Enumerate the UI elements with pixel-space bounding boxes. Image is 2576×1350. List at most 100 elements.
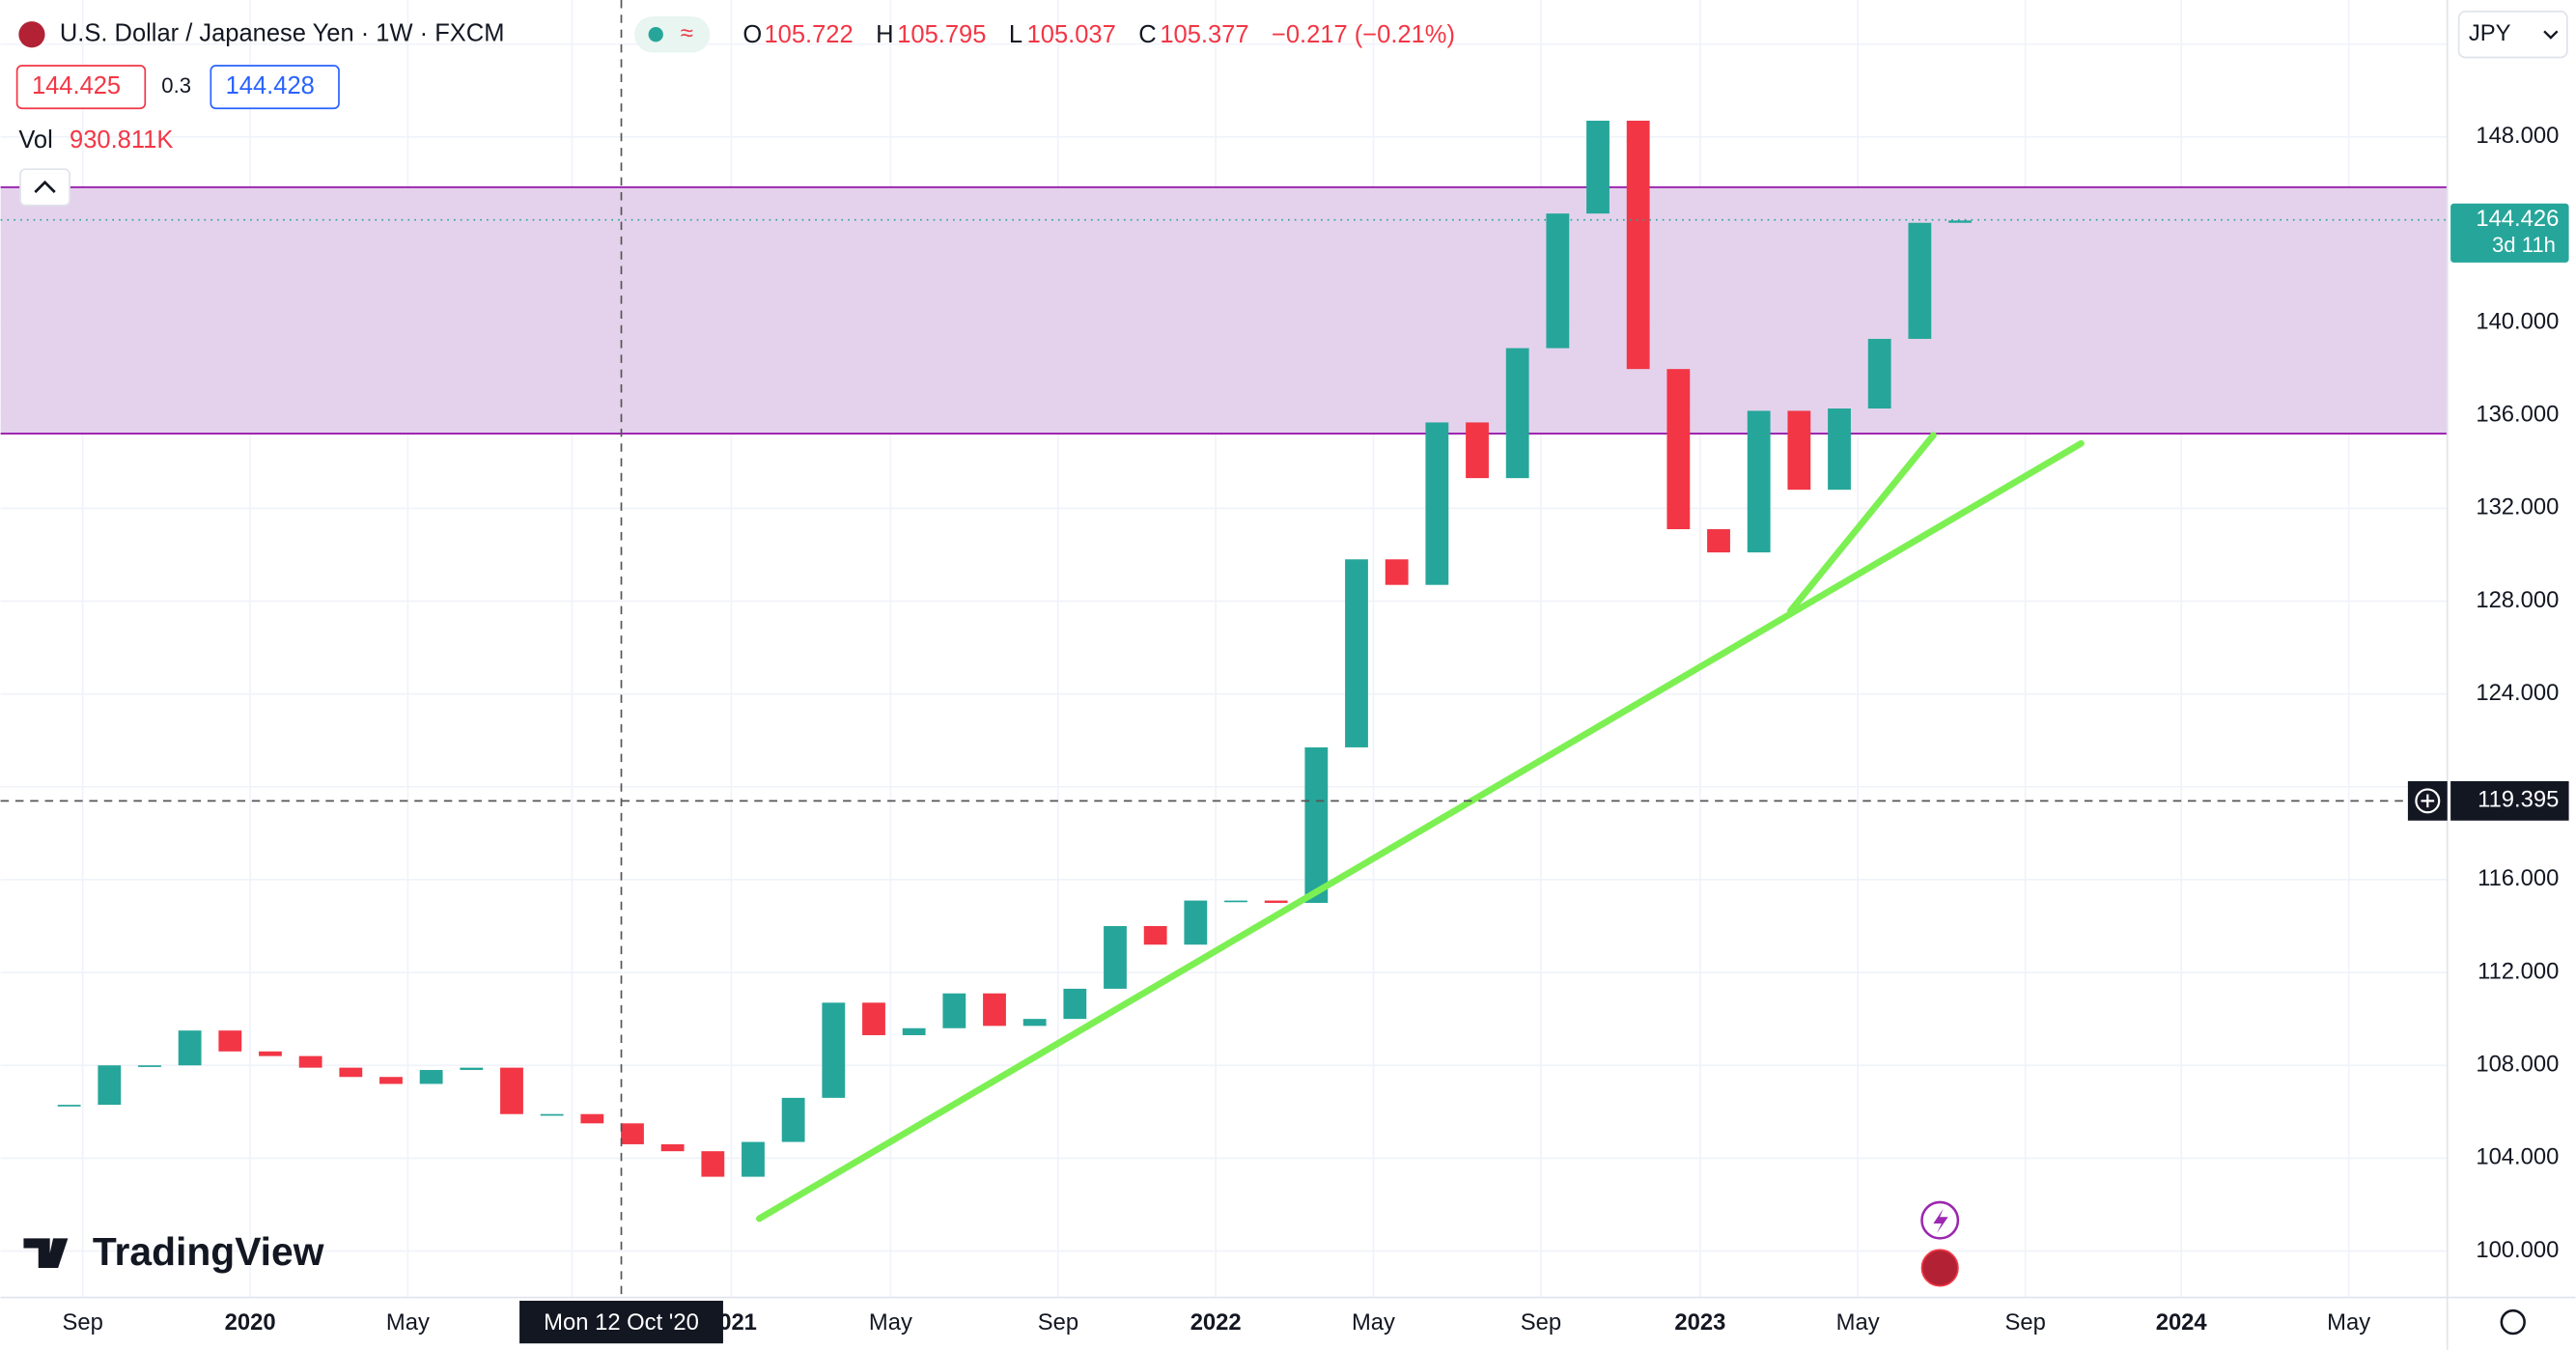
time-label: 2022 [1190, 1309, 1242, 1336]
price-label: 116.000 [2478, 865, 2559, 891]
volume-value: 930.811K [70, 127, 173, 154]
candle [419, 1070, 443, 1084]
currency-select[interactable] [2457, 11, 2568, 59]
ohlc-label: L [1009, 21, 1022, 48]
buy-button[interactable] [210, 65, 340, 110]
price-label: 104.000 [2476, 1144, 2559, 1170]
candle [379, 1077, 403, 1084]
chevron-icon [34, 180, 56, 193]
time-label: Sep [2004, 1309, 2045, 1336]
time-label: May [869, 1309, 912, 1336]
bid-price[interactable]: 144.425 [32, 72, 121, 99]
time-label: Sep [1038, 1309, 1078, 1336]
candle [1063, 988, 1087, 1020]
change: −0.217 (−0.21%) [1272, 21, 1455, 48]
candle [1184, 900, 1208, 945]
countdown: 3d 11h [2492, 233, 2556, 257]
candles [57, 120, 1972, 1177]
economic-events-icon[interactable] [1920, 1249, 1959, 1287]
candle [902, 1027, 926, 1035]
candle [218, 1030, 242, 1052]
candle [259, 1051, 282, 1056]
candle [660, 1143, 685, 1152]
candle [1385, 559, 1409, 585]
candle [621, 1123, 644, 1144]
candle [1586, 120, 1610, 214]
candle [742, 1141, 765, 1177]
candle [298, 1055, 322, 1068]
time-label: May [1352, 1309, 1395, 1336]
price-label: 148.000 [2476, 123, 2559, 149]
candle [1425, 422, 1449, 585]
bolt-icon [1933, 1208, 1948, 1234]
candle [1466, 422, 1489, 479]
candle [701, 1151, 725, 1177]
candle [1505, 348, 1529, 479]
dropdown-icon [2543, 30, 2559, 40]
sell-button[interactable] [15, 65, 147, 110]
candle [1224, 900, 1247, 903]
settings-icon[interactable] [2500, 1308, 2526, 1336]
time-label: May [386, 1309, 430, 1336]
logo-text: TradingView [93, 1229, 324, 1274]
collapse-button[interactable] [19, 168, 70, 207]
ohlc-label: H [876, 21, 893, 48]
crosshair-price-box [2450, 780, 2569, 821]
price-label: 124.000 [2476, 680, 2559, 706]
candle [1304, 746, 1329, 903]
ohlc-value: 105.722 [764, 21, 853, 48]
candle [1787, 410, 1811, 491]
symbol-title: U.S. Dollar / Japanese Yen · 1W · FXCM [60, 19, 505, 46]
price-label: 140.000 [2476, 308, 2559, 334]
candle [1747, 410, 1771, 553]
candle [138, 1065, 161, 1067]
candle [1867, 338, 1891, 409]
candle [339, 1067, 363, 1078]
price-label: 112.000 [2478, 958, 2559, 984]
candle [580, 1113, 604, 1124]
ohlc-value: 105.795 [897, 21, 986, 48]
spread: 0.3 [161, 73, 191, 98]
volume-label: Vol [18, 127, 52, 154]
time-label: 2020 [225, 1309, 276, 1336]
ohlc-label: O [742, 21, 762, 48]
price-label: 132.000 [2476, 494, 2559, 520]
candle [1104, 926, 1127, 989]
candle [1828, 408, 1851, 491]
status-icon: ≈ [681, 20, 693, 46]
price-zone [0, 186, 2448, 434]
crosshair-price: 119.395 [2478, 787, 2559, 813]
candle [540, 1113, 564, 1116]
candle [178, 1030, 202, 1066]
ohlc-label: C [1138, 21, 1156, 48]
trend-line [755, 439, 2085, 1223]
candle [500, 1067, 523, 1114]
candle [1707, 529, 1730, 553]
time-label: Sep [62, 1309, 102, 1336]
current-price: 144.426 [2476, 206, 2559, 232]
candle [1264, 900, 1288, 903]
time-label: May [2327, 1309, 2370, 1336]
candle [1022, 1019, 1047, 1027]
time-label: 2024 [2156, 1309, 2208, 1336]
candle [460, 1067, 484, 1071]
candle [1666, 369, 1691, 530]
price-label: 136.000 [2476, 402, 2559, 428]
ohlc-value: 105.377 [1160, 21, 1248, 48]
candle [983, 993, 1006, 1027]
candle [1626, 120, 1650, 370]
trend-line [1787, 432, 1937, 615]
time-label: 2023 [1674, 1309, 1725, 1336]
candle [862, 1002, 885, 1035]
candle [781, 1097, 805, 1142]
time-axis: Sep2020MaySep2021MaySep2022MaySep2023May… [62, 1300, 2370, 1344]
ask-price[interactable]: 144.428 [226, 72, 315, 99]
status-pill [634, 16, 711, 53]
candle [98, 1065, 122, 1106]
candle [942, 993, 966, 1028]
time-label: May [1836, 1309, 1880, 1336]
current-price-box [2450, 203, 2569, 263]
candle [1908, 222, 1932, 339]
currency[interactable]: JPY [2469, 20, 2511, 46]
